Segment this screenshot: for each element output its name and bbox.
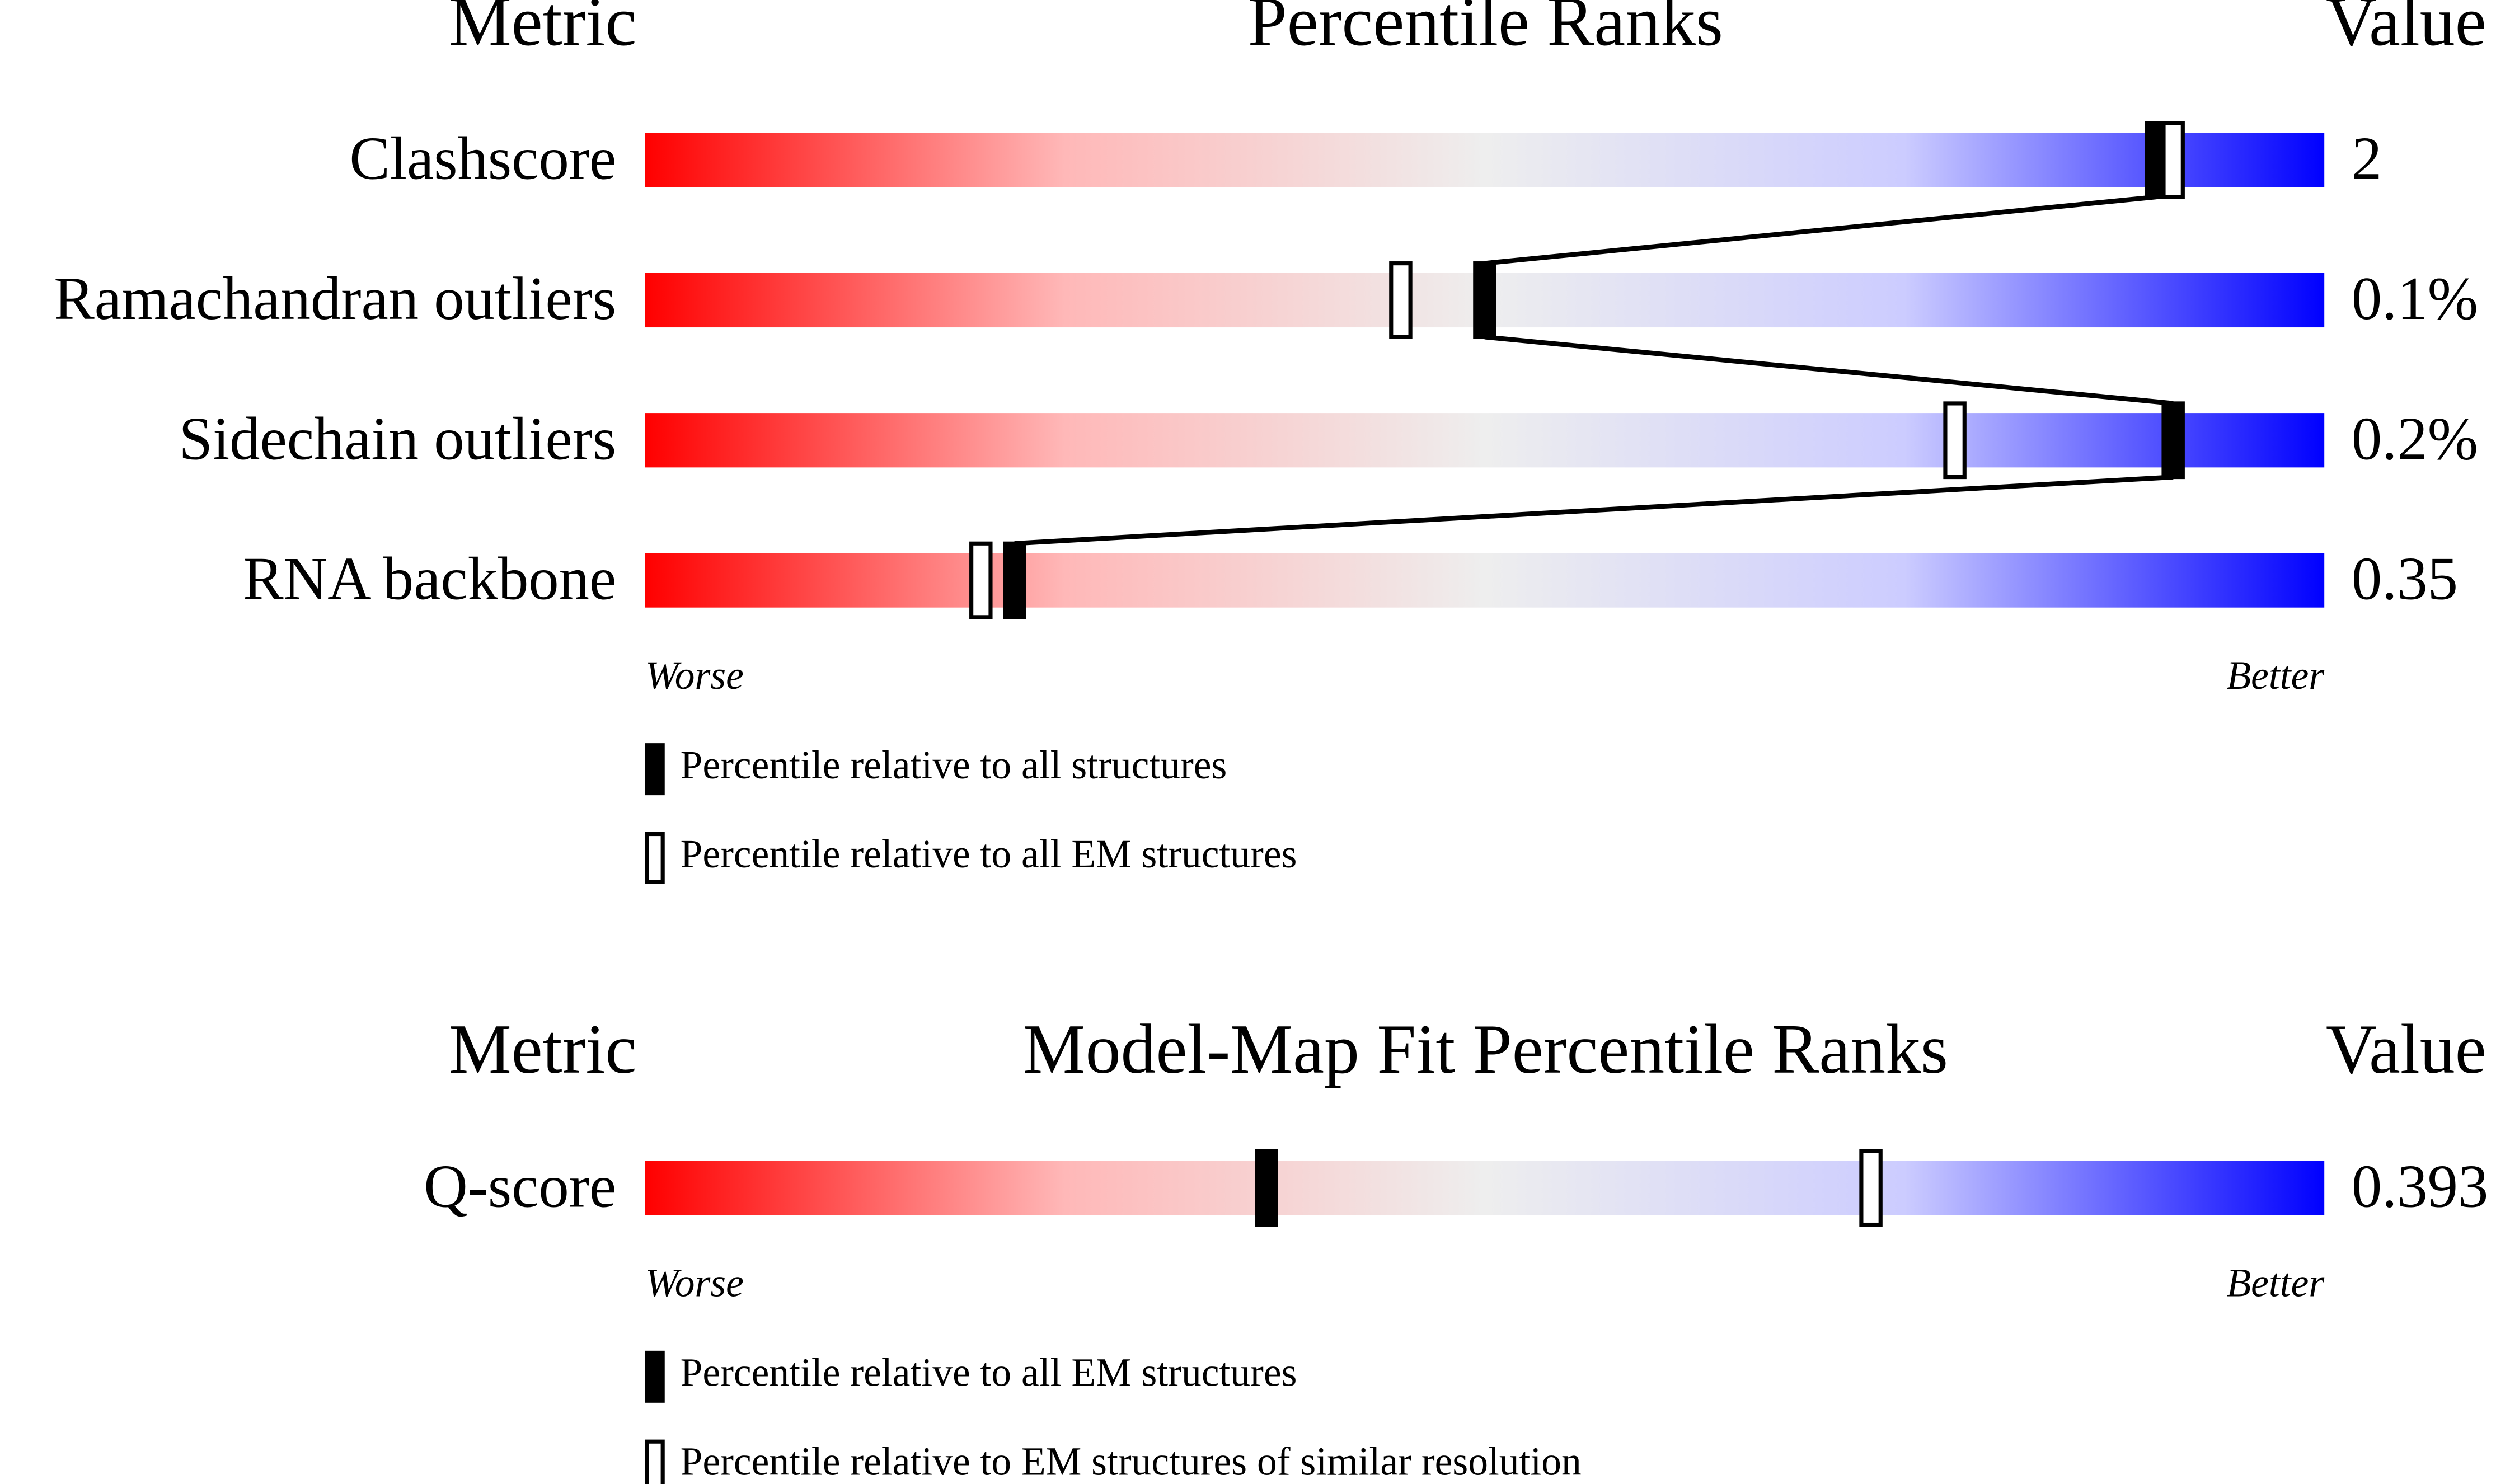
metric-label: Q-score (424, 1152, 616, 1220)
percentile-marker (2161, 121, 2185, 199)
percentile-bar (645, 133, 2325, 187)
percentile-bar (645, 413, 2325, 468)
connector (1014, 475, 2174, 546)
better-label: Better (2227, 654, 2325, 698)
value-header: Value (2326, 1011, 2486, 1088)
percentile-marker (1003, 541, 1026, 619)
legend-swatch (644, 1439, 665, 1484)
percentile-marker (1255, 1149, 1278, 1227)
legend-label: Percentile relative to all structures (681, 743, 1227, 787)
percentile-bar (645, 1161, 2325, 1215)
legend-swatch (644, 832, 665, 884)
metric-value: 0.1% (2352, 265, 2478, 332)
metric-label: Sidechain outliers (179, 405, 617, 472)
metric-label: RNA backbone (243, 545, 616, 613)
worse-label: Worse (645, 654, 744, 698)
metric-value: 0.35 (2352, 545, 2458, 613)
metric-value: 0.393 (2352, 1152, 2489, 1220)
chart-title: Percentile Ranks (1248, 0, 1723, 60)
metric-value: 0.2% (2352, 405, 2478, 472)
chart-title: Model-Map Fit Percentile Ranks (1023, 1011, 1948, 1088)
worse-label: Worse (645, 1261, 744, 1305)
legend-swatch (644, 1350, 665, 1403)
metric-header: Metric (449, 0, 636, 60)
percentile-marker (1859, 1149, 1883, 1227)
metric-label: Clashscore (349, 125, 616, 192)
percentile-marker (1943, 401, 1967, 480)
percentile-marker (1389, 261, 1413, 339)
value-header: Value (2326, 0, 2486, 60)
better-label: Better (2227, 1261, 2325, 1305)
percentile-marker (969, 541, 993, 619)
metric-label: Ramachandran outliers (54, 265, 616, 332)
connector (1484, 334, 2174, 406)
legend-label: Percentile relative to EM structures of … (681, 1440, 1582, 1484)
metric-value: 2 (2352, 125, 2382, 192)
legend-swatch (644, 743, 665, 796)
legend-label: Percentile relative to all EM structures (681, 1351, 1297, 1395)
legend-label: Percentile relative to all EM structures (681, 832, 1297, 876)
percentile-marker (2161, 401, 2185, 480)
metric-header: Metric (449, 1011, 636, 1088)
percentile-bar (645, 553, 2325, 608)
connector (1484, 194, 2157, 266)
percentile-marker (1473, 261, 1496, 339)
